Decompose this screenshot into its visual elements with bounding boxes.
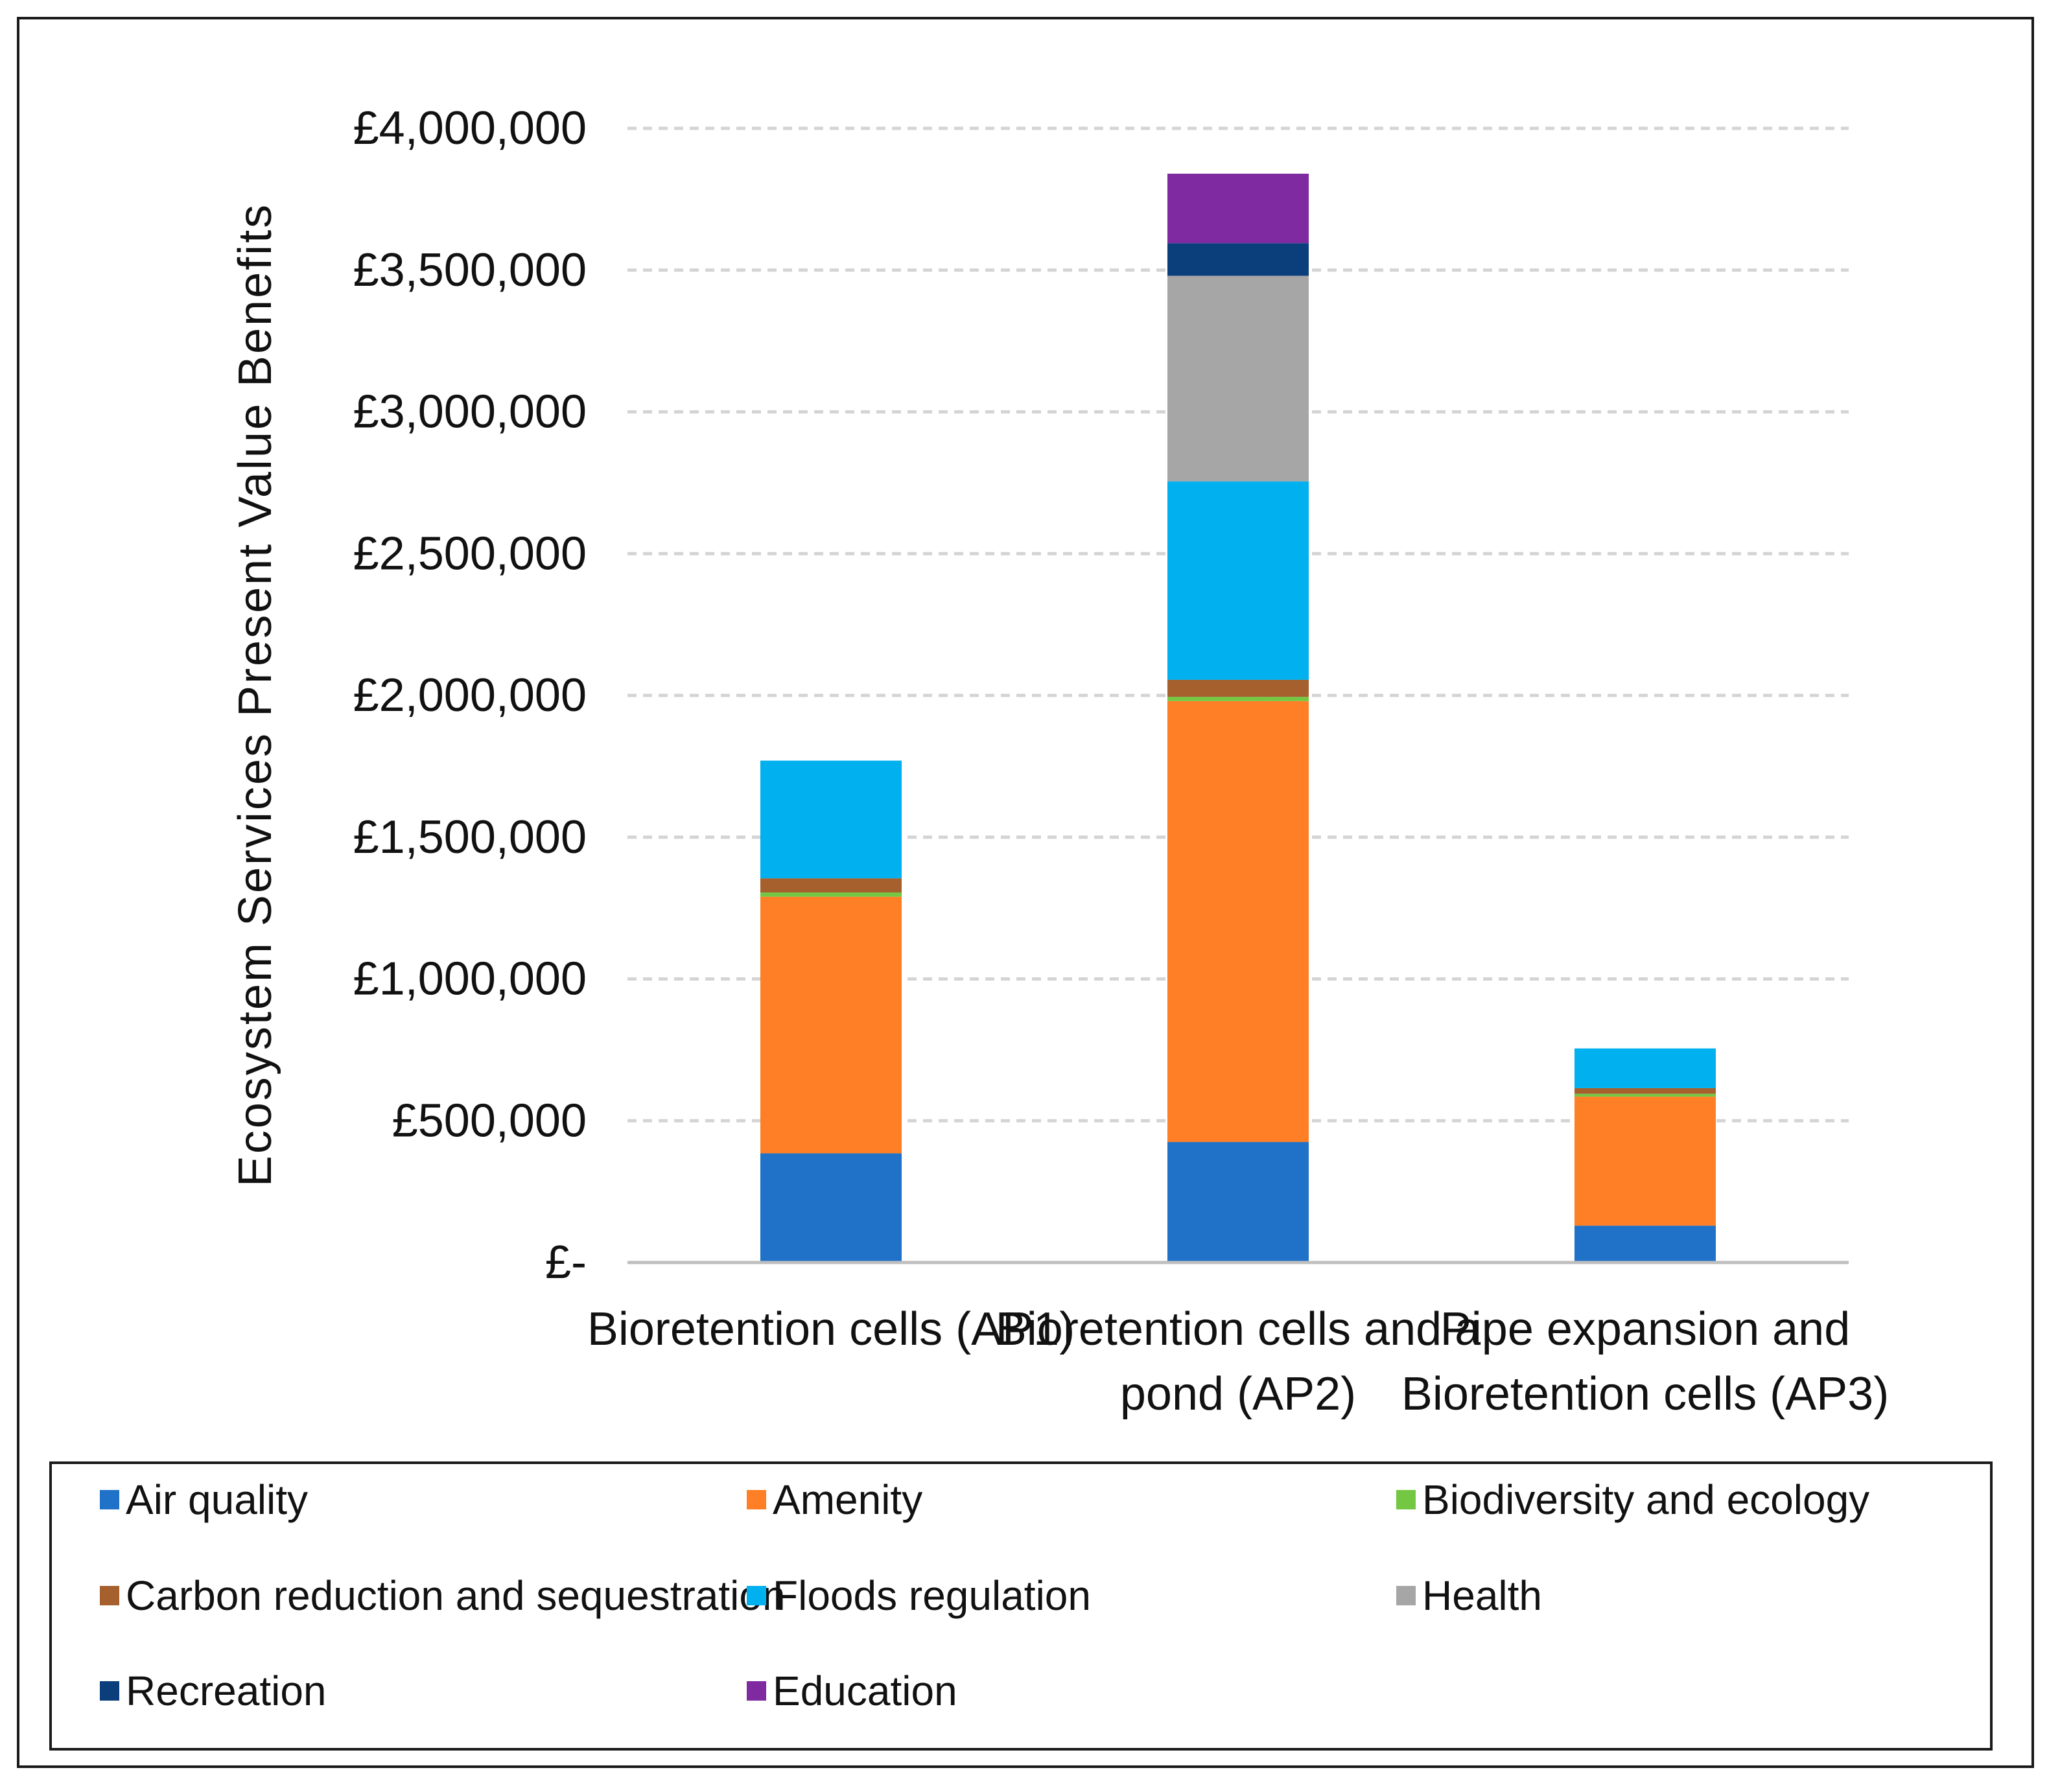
- figure-frame: [17, 17, 2034, 1768]
- legend-item: Biodiversity and ecology: [1396, 1474, 1869, 1526]
- y-tick-label: £500,000: [392, 1095, 587, 1146]
- legend-swatch: [747, 1681, 766, 1701]
- bar-segment: [760, 760, 902, 879]
- bar-segment: [1167, 275, 1309, 482]
- legend-label: Education: [773, 1668, 957, 1714]
- bar-segment: [1167, 697, 1309, 701]
- legend-item: Air quality: [100, 1474, 308, 1526]
- y-axis-title: Ecosystem Services Present Value Benefit…: [229, 203, 281, 1187]
- legend: Air quality Amenity Biodiversity and ecolo…: [49, 1461, 1993, 1751]
- bar-segment: [760, 878, 902, 893]
- legend-swatch: [1396, 1586, 1416, 1605]
- bar-segment: [1574, 1088, 1716, 1094]
- legend-item: Education: [747, 1665, 957, 1717]
- y-axis-tick-labels: £- £500,000 £1,000,000 £1,500,000 £2,000,000…: [353, 102, 587, 1288]
- y-tick-label: £2,000,000: [353, 669, 587, 721]
- y-tick-label: £-: [545, 1237, 587, 1288]
- legend-swatch: [100, 1681, 119, 1701]
- legend-label: Air quality: [126, 1476, 308, 1523]
- bar-segment: [760, 1153, 902, 1263]
- bar-segment: [1167, 481, 1309, 680]
- legend-label: Floods regulation: [773, 1572, 1091, 1619]
- legend-swatch: [747, 1586, 766, 1605]
- legend-swatch: [747, 1490, 766, 1509]
- bar-segment: [1574, 1048, 1716, 1088]
- bar-segment: [760, 896, 902, 1154]
- x-tick-label: Bioretention cells (AP1): [587, 1303, 1075, 1355]
- legend-label: Amenity: [773, 1476, 923, 1523]
- y-tick-label: £2,500,000: [353, 528, 587, 579]
- bar-segment: [1167, 701, 1309, 1143]
- bar-segment: [1574, 1097, 1716, 1226]
- y-tick-label: £3,000,000: [353, 386, 587, 438]
- bar-segment: [1574, 1093, 1716, 1097]
- x-tick-label: Pipe expansion and Bioretention cells (AP…: [1401, 1303, 1889, 1420]
- legend-item: Amenity: [747, 1474, 922, 1526]
- legend-item: Recreation: [100, 1665, 327, 1717]
- legend-label: Biodiversity and ecology: [1422, 1476, 1870, 1523]
- bar-segment: [1167, 1142, 1309, 1263]
- y-tick-label: £3,500,000: [353, 244, 587, 296]
- legend-label: Carbon reduction and sequestration: [126, 1572, 786, 1619]
- x-tick-label: Bioretention cells and a pond (AP2): [996, 1303, 1481, 1420]
- legend-item: Health: [1396, 1570, 1542, 1622]
- bar-segment: [760, 892, 902, 897]
- bar-segment: [1167, 243, 1309, 276]
- legend-swatch: [100, 1490, 119, 1509]
- bar-segment: [1574, 1226, 1716, 1263]
- legend-swatch: [100, 1586, 119, 1605]
- bar-segment: [1167, 174, 1309, 244]
- bar-segment: [1167, 679, 1309, 697]
- legend-item: Carbon reduction and sequestration: [100, 1570, 786, 1622]
- y-tick-label: £1,000,000: [353, 953, 587, 1005]
- bars: [760, 174, 1716, 1263]
- legend-item: Floods regulation: [747, 1570, 1091, 1622]
- legend-label: Recreation: [126, 1668, 327, 1714]
- legend-swatch: [1396, 1490, 1416, 1509]
- y-tick-label: £1,500,000: [353, 811, 587, 863]
- x-axis-category-labels: Bioretention cells (AP1)Bioretention cel…: [587, 1303, 1889, 1420]
- legend-label: Health: [1422, 1572, 1542, 1619]
- y-tick-label: £4,000,000: [353, 102, 587, 154]
